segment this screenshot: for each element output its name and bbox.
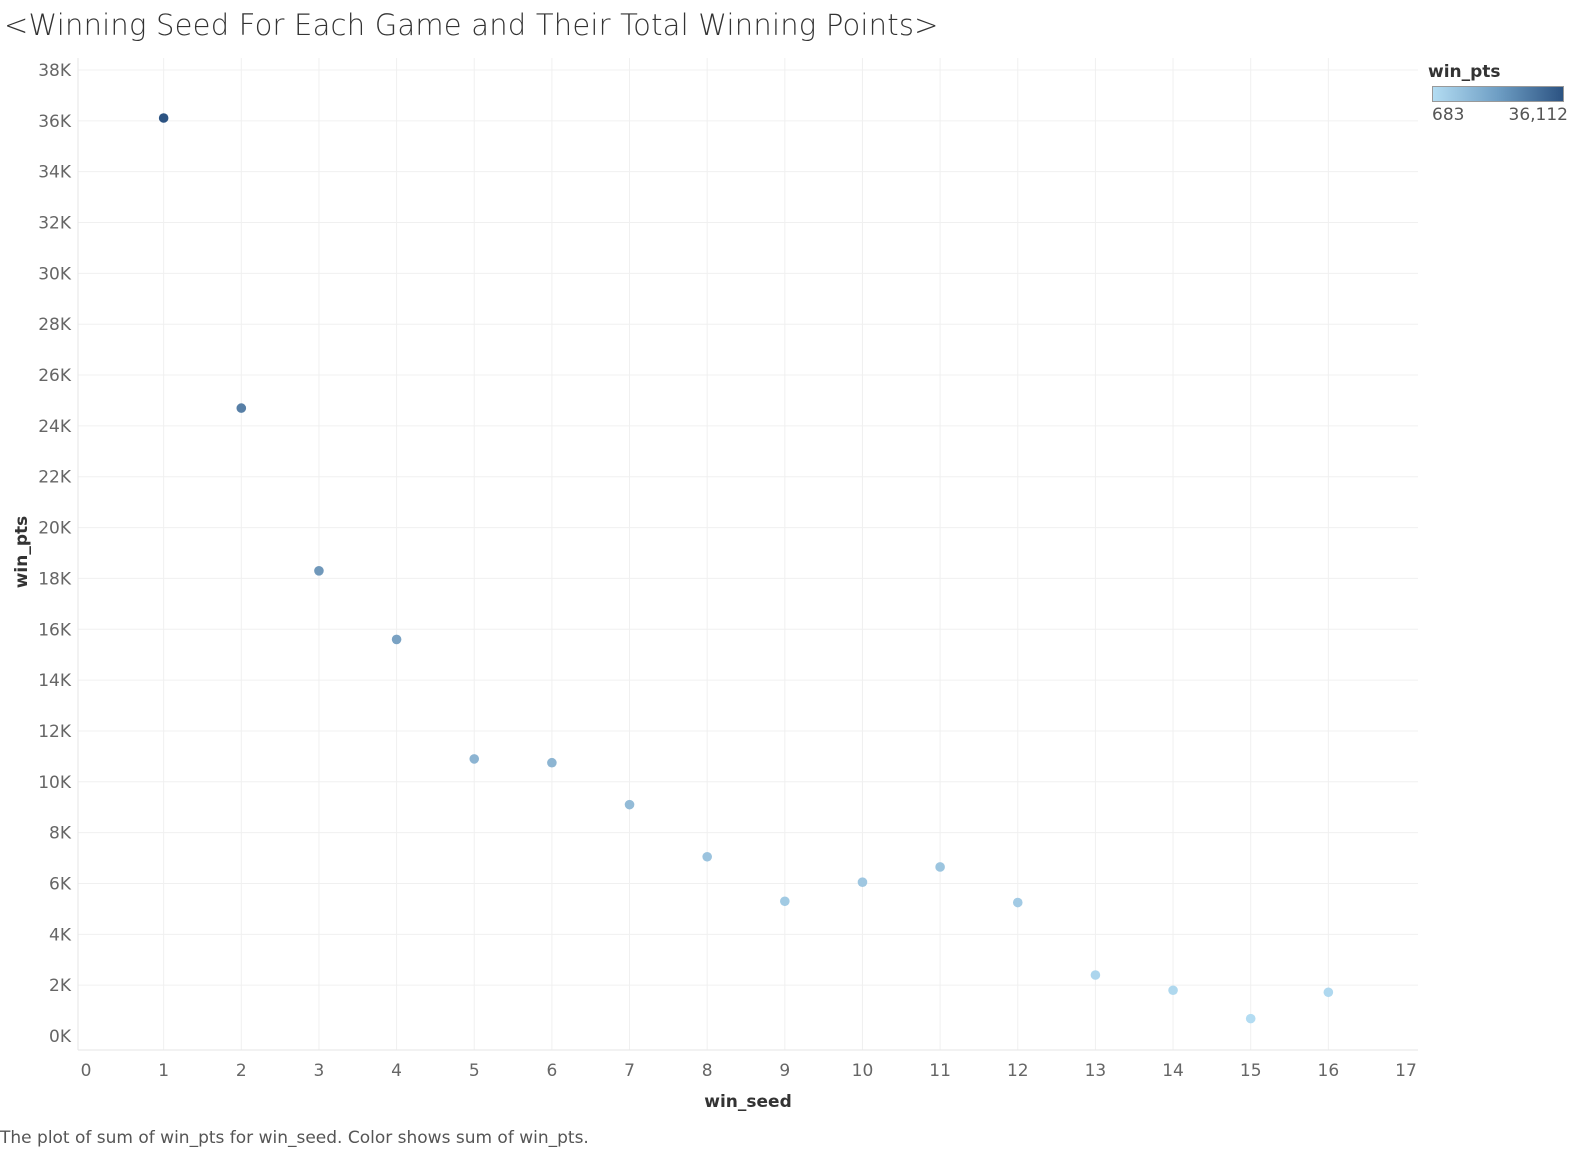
y-axis-ticks: 0K 2K 4K 6K 8K 10K 12K 14K 16K 18K 20K 22K 24K 26K 28K… <box>38 61 72 1047</box>
x-tick-label: 13 <box>1085 1061 1107 1081</box>
x-tick-label: 12 <box>1007 1061 1029 1081</box>
legend-title: win_pts <box>1428 62 1501 82</box>
x-tick-label: 10 <box>852 1061 874 1081</box>
data-point[interactable] <box>547 757 557 768</box>
y-tick-label: 32K <box>38 214 72 234</box>
y-tick-label: 30K <box>38 264 72 284</box>
data-point[interactable] <box>1090 970 1101 980</box>
y-tick-label: 38K <box>38 61 72 81</box>
data-point[interactable] <box>314 565 324 576</box>
y-tick-label: 20K <box>38 519 72 539</box>
y-tick-label: 4K <box>49 925 72 945</box>
x-tick-label: 16 <box>1318 1061 1340 1081</box>
chart-caption: The plot of sum of win_pts for win_seed.… <box>0 1128 589 1148</box>
chart-title: <Winning Seed For Each Game and Their To… <box>4 8 939 42</box>
y-tick-label: 16K <box>38 620 72 640</box>
legend-max-label: 36,112 <box>1508 105 1568 125</box>
y-axis-title: win_pts <box>12 516 32 589</box>
y-tick-label: 28K <box>38 315 72 335</box>
x-tick-label: 15 <box>1240 1061 1262 1081</box>
data-point[interactable] <box>1245 1013 1256 1024</box>
data-points <box>158 113 1334 1024</box>
x-tick-label: 0 <box>81 1061 92 1081</box>
x-tick-label: 1 <box>158 1061 169 1081</box>
data-point[interactable] <box>391 634 402 645</box>
x-tick-label: 17 <box>1395 1061 1417 1081</box>
y-tick-label: 8K <box>49 824 72 844</box>
color-legend: win_pts 683 36,112 <box>1428 62 1568 125</box>
y-tick-label: 22K <box>38 468 72 488</box>
x-tick-label: 7 <box>624 1061 635 1081</box>
y-tick-label: 24K <box>38 417 72 437</box>
y-tick-label: 18K <box>38 569 72 589</box>
data-point[interactable] <box>1012 897 1023 908</box>
data-point[interactable] <box>780 896 790 907</box>
x-axis-ticks: 0 1 2 3 4 5 6 7 8 9 10 11 12 13 14 15 16 17 <box>81 1061 1417 1081</box>
x-tick-label: 8 <box>702 1061 713 1081</box>
x-axis-title: win_seed <box>704 1092 791 1112</box>
x-tick-label: 11 <box>929 1061 951 1081</box>
data-point[interactable] <box>935 862 945 872</box>
legend-color-ramp <box>1432 86 1564 102</box>
data-point[interactable] <box>469 754 480 764</box>
x-tick-label: 14 <box>1162 1061 1184 1081</box>
y-tick-label: 2K <box>49 976 72 996</box>
x-tick-label: 6 <box>546 1061 557 1081</box>
grid-lines <box>77 58 1418 1051</box>
y-tick-label: 26K <box>38 366 72 386</box>
data-point[interactable] <box>624 799 635 810</box>
y-tick-label: 0K <box>49 1027 72 1047</box>
y-tick-label: 12K <box>38 722 72 742</box>
x-tick-label: 3 <box>314 1061 325 1081</box>
x-tick-label: 5 <box>469 1061 480 1081</box>
data-point[interactable] <box>1323 987 1334 998</box>
y-tick-label: 14K <box>38 671 72 691</box>
legend-min-label: 683 <box>1432 105 1465 125</box>
data-point[interactable] <box>158 113 169 123</box>
x-tick-label: 4 <box>391 1061 402 1081</box>
y-tick-label: 34K <box>38 163 72 183</box>
y-tick-label: 10K <box>38 773 72 793</box>
y-tick-label: 36K <box>38 112 72 132</box>
data-point[interactable] <box>236 403 247 413</box>
x-tick-label: 9 <box>779 1061 790 1081</box>
data-point[interactable] <box>1168 985 1178 996</box>
y-tick-label: 6K <box>49 874 72 894</box>
data-point[interactable] <box>857 877 868 888</box>
data-point[interactable] <box>702 851 712 862</box>
x-tick-label: 2 <box>236 1061 247 1081</box>
